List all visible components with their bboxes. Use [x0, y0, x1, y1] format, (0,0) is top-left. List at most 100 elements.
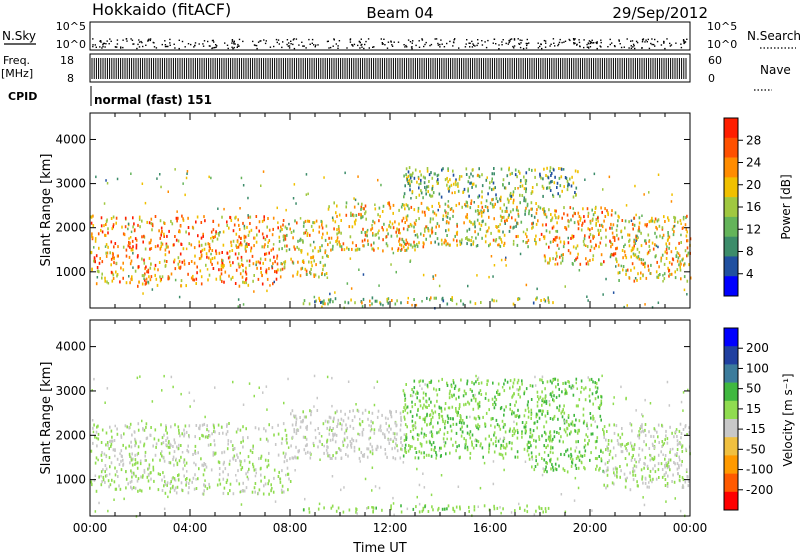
power-echo-cell: [208, 256, 210, 260]
power-echo-cell: [667, 231, 669, 234]
power-echo-cell: [479, 227, 482, 231]
power-echo-cell: [568, 183, 570, 187]
power-echo-cell: [208, 245, 211, 249]
power-echo-cell: [100, 224, 103, 228]
velocity-echo-cell: [529, 441, 531, 444]
power-echo-cell: [642, 258, 645, 262]
power-echo-cell: [515, 224, 517, 228]
power-echo-cell: [621, 219, 624, 222]
velocity-echo-cell: [361, 430, 364, 434]
power-echo-cell: [428, 180, 430, 183]
power-echo-cell: [101, 276, 103, 280]
power-echo-cell: [426, 296, 428, 300]
velocity-echo-cell: [598, 468, 600, 472]
velocity-echo-cell: [401, 444, 404, 447]
power-echo-cell: [340, 219, 342, 222]
power-echo-cell: [554, 209, 556, 213]
power-echo-cell: [555, 216, 557, 220]
power-echo-cell: [644, 265, 646, 269]
velocity-echo-cell: [409, 447, 411, 451]
velocity-echo-cell: [512, 385, 514, 389]
power-echo-cell: [378, 229, 380, 232]
nsky-point: [167, 45, 169, 48]
velocity-echo-cell: [295, 428, 298, 432]
velocity-echo-cell: [352, 426, 355, 430]
velocity-echo-cell: [527, 406, 530, 410]
velocity-echo-cell: [543, 444, 545, 448]
velocity-echo-cell: [152, 468, 155, 472]
nsky-point: [634, 47, 636, 50]
velocity-echo-cell: [395, 442, 397, 446]
power-echo-cell: [330, 236, 333, 240]
power-echo-cell: [362, 215, 364, 219]
velocity-echo-cell: [129, 461, 131, 465]
velocity-echo-cell: [293, 430, 296, 434]
nsky-point: [660, 44, 663, 46]
power-echo-cell: [302, 261, 305, 264]
velocity-echo-cell: [475, 424, 477, 428]
power-echo-cell: [218, 251, 221, 255]
power-echo-cell: [468, 175, 471, 179]
power-echo-cell: [340, 245, 343, 249]
power-echo-cell: [515, 208, 518, 212]
velocity-echo-cell: [264, 482, 267, 486]
power-echo-cell: [549, 169, 551, 173]
velocity-echo-cell: [583, 387, 585, 391]
velocity-echo-cell: [545, 420, 548, 424]
power-echo-cell: [96, 276, 99, 279]
velocity-echo-cell: [549, 417, 552, 420]
velocity-echo-cell: [577, 486, 580, 490]
power-echo-cell: [226, 251, 229, 255]
power-echo-cell: [114, 242, 117, 245]
power-echo-cell: [444, 202, 447, 206]
power-echo-cell: [531, 190, 534, 194]
velocity-echo-cell: [534, 421, 536, 425]
velocity-echo-cell: [245, 472, 247, 476]
velocity-echo-cell: [245, 427, 247, 431]
power-echo-cell: [119, 280, 121, 284]
velocity-echo-cell: [421, 427, 423, 431]
power-echo-cell: [481, 205, 484, 209]
nsky-point: [545, 42, 547, 44]
velocity-echo-cell: [492, 460, 495, 463]
nsky-point: [632, 43, 635, 46]
power-echo-cell: [508, 168, 510, 172]
power-echo-cell: [122, 261, 124, 265]
velocity-echo-cell: [426, 412, 428, 416]
velocity-echo-cell: [120, 454, 123, 458]
power-echo-cell: [646, 252, 649, 256]
power-echo-cell: [173, 243, 175, 247]
power-echo-cell: [288, 248, 291, 251]
velocity-echo-cell: [248, 382, 251, 385]
power-echo-cell: [500, 238, 502, 242]
power-echo-cell: [157, 268, 159, 272]
velocity-echo-cell: [419, 416, 421, 420]
power-echo-cell: [556, 229, 559, 233]
velocity-echo-cell: [654, 439, 656, 443]
velocity-echo-cell: [584, 449, 587, 453]
velocity-echo-cell: [576, 455, 579, 459]
power-echo-cell: [523, 175, 525, 179]
power-echo-cell: [623, 305, 625, 309]
velocity-echo-cell: [314, 436, 317, 440]
power-echo-cell: [301, 260, 304, 263]
power-echo-cell: [543, 236, 546, 240]
velocity-echo-cell: [259, 467, 262, 471]
velocity-echo-cell: [633, 445, 635, 449]
power-echo-cell: [105, 251, 107, 255]
velocity-echo-cell: [258, 457, 260, 461]
power-echo-cell: [638, 251, 641, 254]
velocity-echo-cell: [235, 474, 237, 477]
velocity-echo-cell: [426, 423, 428, 427]
freq-tick-bottom: 8: [67, 72, 74, 85]
nsky-point: [429, 44, 431, 47]
power-echo-cell: [554, 236, 557, 240]
power-echo-cell: [466, 242, 468, 246]
power-echo-cell: [436, 237, 439, 241]
velocity-echo-cell: [535, 412, 538, 416]
velocity-echo-cell: [558, 404, 561, 408]
power-echo-cell: [442, 217, 444, 221]
power-echo-cell: [688, 263, 690, 267]
velocity-echo-cell: [555, 385, 557, 389]
power-echo-cell: [175, 238, 178, 242]
